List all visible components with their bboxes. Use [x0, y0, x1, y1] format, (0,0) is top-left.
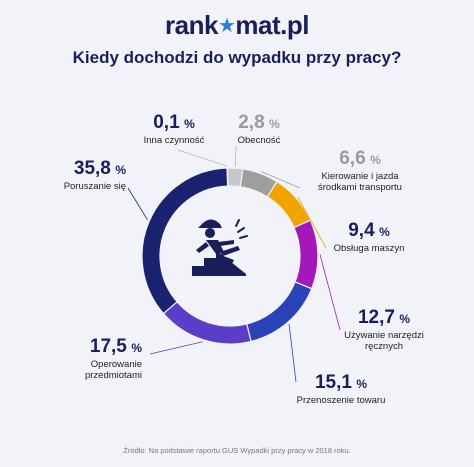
donut-slice — [141, 167, 229, 315]
leader-line — [149, 341, 203, 355]
source-note: Źródło: Na podstawie raportu GUS Wypadki… — [123, 446, 351, 455]
leader-line — [177, 149, 228, 167]
leader-line — [297, 196, 327, 249]
donut-slice — [162, 300, 252, 345]
label-obecnosc: 2,8 % Obecność — [237, 112, 281, 146]
label-uzywanie-narzedzi: 12,7 % Używanie narzędzi ręcznych — [344, 307, 424, 353]
label-poruszanie-sie: 35,8 % Poruszanie się — [63, 158, 126, 192]
label-inna-czynnosc: 0,1 % Inna czynność — [143, 112, 205, 146]
worker-falling-icon — [192, 219, 248, 276]
leader-line — [234, 145, 237, 167]
leader-line — [288, 323, 297, 383]
leader-line — [319, 254, 341, 331]
label-przenoszenie-towaru: 15,1 % Przenoszenie towaru — [296, 372, 386, 406]
label-kierowanie: 6,6 % Kierowanie i jazda środkami transp… — [318, 148, 402, 194]
donut-slice — [293, 219, 319, 290]
donut-slice — [246, 281, 313, 343]
logo-star-icon: ★ — [217, 15, 236, 37]
label-obsluga-maszyn: 9,4 % Obsługa maszyn — [333, 220, 405, 254]
leader-line — [261, 171, 301, 189]
label-operowanie-przedmiotami: 17,5 % Operowanie przedmiotami — [84, 336, 142, 382]
brand-logo: rank★mat.pl — [165, 10, 309, 40]
chart-title: Kiedy dochodzi do wypadku przy pracy? — [72, 48, 402, 67]
leader-line — [127, 187, 148, 221]
